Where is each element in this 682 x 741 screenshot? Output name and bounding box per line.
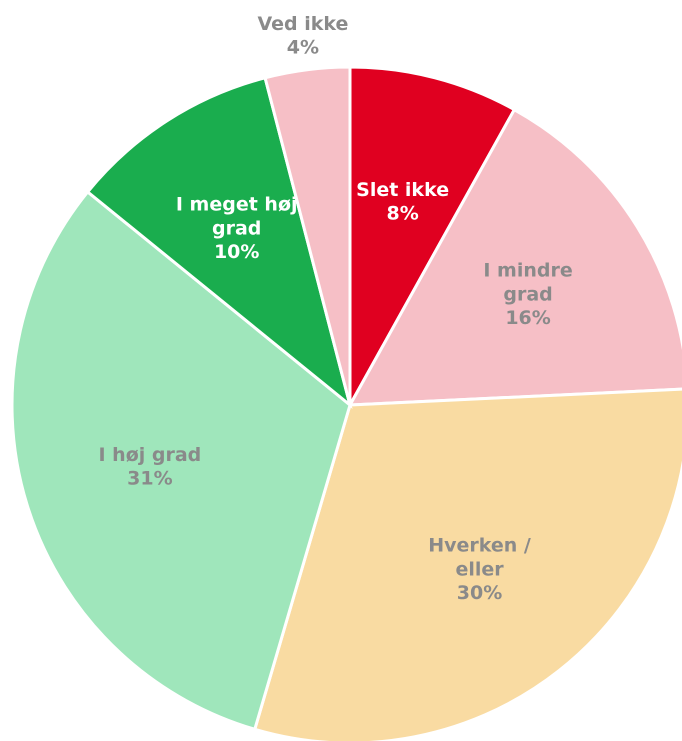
- slice-label: Slet ikke: [356, 179, 449, 201]
- pie-slice: [85, 76, 353, 410]
- label-line: eller: [455, 558, 504, 580]
- value-label: 30%: [457, 582, 502, 604]
- value-label: 10%: [214, 241, 259, 263]
- label-line: grad: [212, 217, 261, 239]
- label-line: Hverken /: [428, 534, 531, 556]
- slice-label: Ved ikke: [257, 13, 348, 35]
- pie-slice: [347, 107, 682, 407]
- label-line: grad: [503, 283, 552, 305]
- pie-slice: [10, 189, 352, 732]
- label-line: Slet ikke: [356, 179, 449, 201]
- value-label: 4%: [287, 37, 319, 59]
- value-label: 31%: [127, 468, 172, 490]
- pie-slice: [348, 65, 517, 411]
- slice-label: Hverken / eller: [428, 534, 531, 580]
- slice-label: I høj grad: [98, 444, 201, 466]
- slice-label: I mindre grad: [483, 259, 572, 305]
- label-line: Ved ikke: [257, 13, 348, 35]
- slice-label: I meget høj grad: [176, 193, 298, 239]
- pie-slice: [252, 387, 682, 741]
- value-label: 16%: [505, 307, 550, 329]
- label-line: I høj grad: [98, 444, 201, 466]
- pie-slice: [263, 65, 352, 406]
- label-line: I meget høj: [176, 193, 298, 215]
- label-line: I mindre: [483, 259, 572, 281]
- value-label: 8%: [386, 203, 418, 225]
